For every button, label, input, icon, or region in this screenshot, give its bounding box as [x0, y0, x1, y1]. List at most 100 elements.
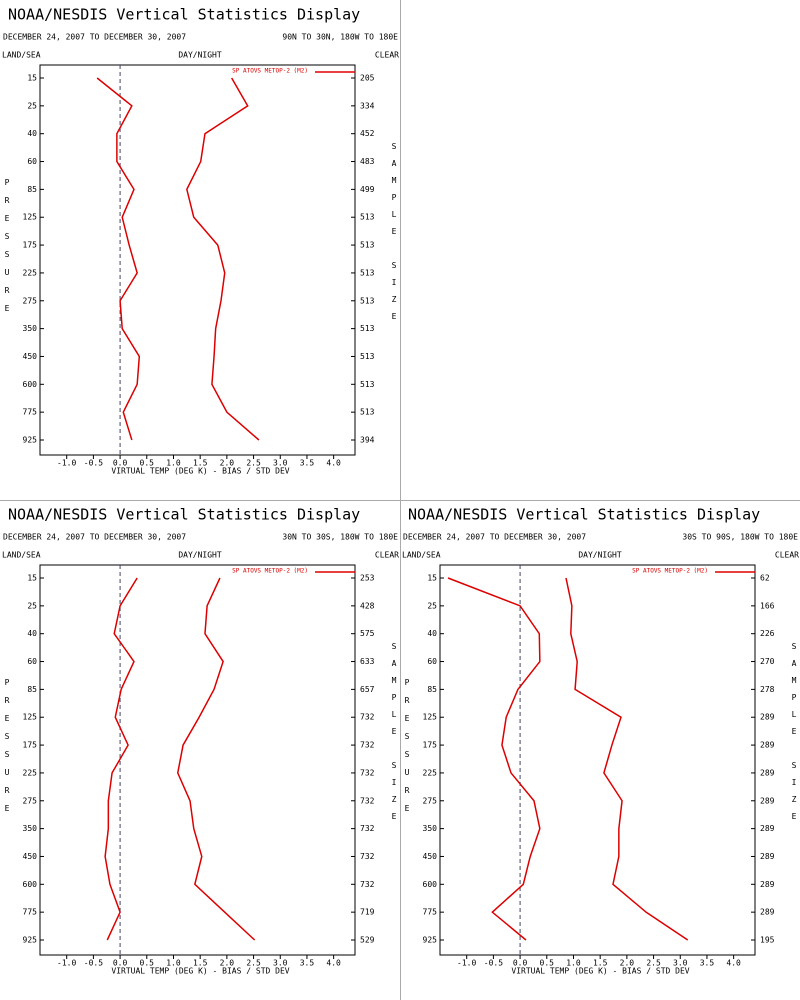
- sample-size: 289: [760, 824, 775, 833]
- region: 30N TO 30S, 180W TO 180E: [282, 533, 398, 542]
- sample-size: 732: [360, 741, 375, 750]
- x-tick-label: -0.5: [84, 959, 103, 968]
- sample-size: 513: [360, 213, 375, 222]
- sample-size: 289: [760, 852, 775, 861]
- x-tick-label: 2.5: [646, 959, 661, 968]
- y-tick-label: 175: [423, 741, 438, 750]
- y-tick-label: 350: [423, 824, 438, 833]
- clear: CLEAR: [775, 551, 799, 560]
- sample-size: 195: [760, 936, 775, 945]
- legend-label: SP ATOVS METOP-2 (M2): [232, 568, 308, 575]
- region: 30S TO 90S, 180W TO 180E: [682, 533, 798, 542]
- chart-title: NOAA/NESDIS Vertical Statistics Display: [8, 6, 360, 24]
- y-tick-label: 60: [27, 157, 37, 166]
- y-tick-label: 40: [427, 629, 437, 638]
- date-range: DECEMBER 24, 2007 TO DECEMBER 30, 2007: [403, 533, 586, 542]
- x-tick-label: 3.0: [273, 959, 288, 968]
- chart-title: NOAA/NESDIS Vertical Statistics Display: [8, 506, 360, 524]
- sample-size: 289: [760, 713, 775, 722]
- sample-size: 428: [360, 601, 375, 610]
- y-tick-label: 775: [23, 408, 38, 417]
- day-night: DAY/NIGHT: [178, 51, 222, 60]
- clear: CLEAR: [375, 51, 399, 60]
- x-tick-label: 0.5: [140, 459, 155, 468]
- sample-size: 499: [360, 185, 375, 194]
- x-tick-label: 4.0: [326, 959, 341, 968]
- y-tick-label: 60: [27, 657, 37, 666]
- y-tick-label: 925: [423, 936, 438, 945]
- sample-size: 205: [360, 74, 375, 83]
- date-range: DECEMBER 24, 2007 TO DECEMBER 30, 2007: [3, 533, 186, 542]
- bias-line: [104, 577, 138, 941]
- y-tick-label: 225: [23, 268, 38, 277]
- y-tick-label: 25: [27, 601, 37, 610]
- y-tick-label: 85: [27, 185, 37, 194]
- x-tick-label: 4.0: [326, 459, 341, 468]
- x-tick-label: 1.0: [566, 959, 581, 968]
- y-tick-label: 775: [423, 908, 438, 917]
- sample-size: 513: [360, 380, 375, 389]
- y-tick-label: 85: [27, 685, 37, 694]
- plot-frame: [439, 564, 756, 956]
- plot-frame: [39, 64, 356, 456]
- y-tick-label: 275: [423, 796, 438, 805]
- x-tick-label: -1.0: [57, 959, 76, 968]
- y-tick-label: 15: [27, 74, 37, 83]
- y-tick-label: 350: [23, 824, 38, 833]
- x-tick-label: -1.0: [457, 959, 476, 968]
- y-tick-label: 15: [27, 574, 37, 583]
- x-tick-label: 1.0: [166, 459, 181, 468]
- sample-size: 732: [360, 768, 375, 777]
- y-tick-label: 450: [423, 852, 438, 861]
- date-range: DECEMBER 24, 2007 TO DECEMBER 30, 2007: [3, 33, 186, 42]
- land-sea: LAND/SEA: [402, 551, 441, 560]
- x-tick-label: 1.5: [193, 959, 208, 968]
- sample-size: 394: [360, 436, 375, 445]
- sample-size: 289: [760, 880, 775, 889]
- sample-size: 289: [760, 768, 775, 777]
- y-tick-label: 60: [427, 657, 437, 666]
- land-sea: LAND/SEA: [2, 551, 41, 560]
- sample-size: 513: [360, 408, 375, 417]
- sample-size: 513: [360, 268, 375, 277]
- sample-size: 529: [360, 936, 375, 945]
- x-tick-label: 1.5: [593, 959, 608, 968]
- x-tick-label: 1.5: [193, 459, 208, 468]
- panel: NOAA/NESDIS Vertical Statistics Display D…: [2, 6, 399, 476]
- sample-size: 513: [360, 296, 375, 305]
- bias-line: [447, 577, 541, 941]
- std-dev-line: [186, 77, 260, 441]
- y-tick-label: 925: [23, 436, 38, 445]
- y-tick-label: 125: [423, 713, 438, 722]
- y-tick-label: 225: [23, 768, 38, 777]
- sample-size: 657: [360, 685, 375, 694]
- day-night: DAY/NIGHT: [178, 551, 222, 560]
- y-tick-label: 775: [23, 908, 38, 917]
- y-tick-label: 40: [27, 629, 37, 638]
- std-dev-line: [176, 577, 256, 941]
- sample-size: 513: [360, 241, 375, 250]
- legend-label: SP ATOVS METOP-2 (M2): [232, 68, 308, 75]
- panel: NOAA/NESDIS Vertical Statistics Display D…: [2, 506, 399, 976]
- y-tick-label: 600: [23, 380, 38, 389]
- sample-size: 166: [760, 601, 775, 610]
- y-tick-label: 450: [23, 352, 38, 361]
- x-tick-label: 2.5: [246, 459, 261, 468]
- y-tick-label: 450: [23, 852, 38, 861]
- sample-size: 62: [760, 574, 770, 583]
- legend-label: SP ATOVS METOP-2 (M2): [632, 568, 708, 575]
- x-tick-label: 4.0: [726, 959, 741, 968]
- sample-size: 278: [760, 685, 775, 694]
- x-tick-label: 2.0: [220, 959, 235, 968]
- sample-size: 334: [360, 101, 375, 110]
- x-tick-label: 2.0: [220, 459, 235, 468]
- x-tick-label: 3.5: [300, 459, 315, 468]
- y-tick-label: 225: [423, 768, 438, 777]
- x-tick-label: -0.5: [84, 459, 103, 468]
- bias-line: [96, 77, 141, 441]
- sample-size: 289: [760, 908, 775, 917]
